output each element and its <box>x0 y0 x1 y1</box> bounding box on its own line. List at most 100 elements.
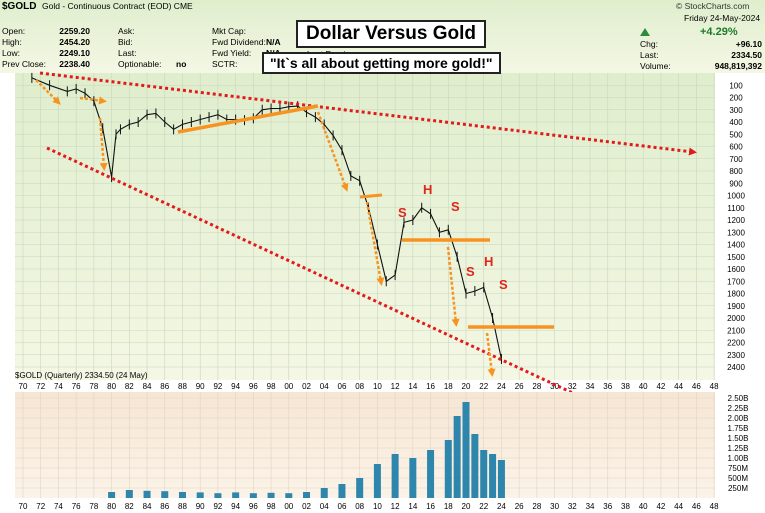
stat-label: Prev Close: <box>2 59 46 69</box>
price-y-tick: 400 <box>729 118 743 127</box>
stat-label: Chg: <box>640 39 658 49</box>
orange-arrow-5 <box>365 201 385 286</box>
volume-y-tick: 500M <box>728 474 748 483</box>
stat-value: 2238.40 <box>59 59 90 69</box>
price-x-tick: 14 <box>408 382 417 391</box>
volume-x-tick: 18 <box>444 502 453 511</box>
lower-trend-line <box>46 146 639 424</box>
volume-bar <box>471 434 479 498</box>
price-x-tick: 40 <box>639 382 648 391</box>
volume-x-tick: 04 <box>320 502 329 511</box>
watermark: © StockCharts.com <box>676 1 749 11</box>
symbol-title: $GOLD <box>2 1 36 12</box>
volume-y-tick: 1.50B <box>728 434 749 443</box>
price-x-tick: 76 <box>72 382 81 391</box>
price-y-tick: 2400 <box>727 363 745 372</box>
volume-x-tick: 82 <box>125 502 134 511</box>
volume-bar <box>267 492 275 498</box>
stat-value: 2334.50 <box>731 50 762 60</box>
volume-bar <box>196 492 204 498</box>
price-y-tick: 600 <box>729 143 743 152</box>
price-y-tick: 100 <box>729 81 743 90</box>
stat-label: Fwd Yield: <box>212 48 251 58</box>
price-x-tick: 18 <box>444 382 453 391</box>
volume-y-tick: 1.25B <box>728 444 749 453</box>
header-stats: Open: 2259.20 High: 2454.20 Low: 2249.10 Prev … <box>2 26 762 71</box>
volume-y-tick: 2.50B <box>728 394 749 403</box>
price-x-tick: 28 <box>532 382 541 391</box>
volume-bar <box>338 484 346 498</box>
price-series-bars <box>31 72 502 364</box>
hs-letter-s4: S <box>499 277 508 292</box>
volume-x-tick: 44 <box>674 502 683 511</box>
price-x-tick: 86 <box>160 382 169 391</box>
volume-y-tick: 2.25B <box>728 404 749 413</box>
volume-bars <box>108 402 505 498</box>
volume-x-tick: 42 <box>656 502 665 511</box>
upper-trend-line <box>39 71 697 156</box>
volume-bar <box>249 493 257 498</box>
stat-value: no <box>176 59 186 69</box>
price-x-tick: 04 <box>320 382 329 391</box>
quote-callout: "It`s all about getting more gold!" <box>262 52 501 74</box>
stat-value: 948,819,392 <box>715 61 763 71</box>
price-x-tick: 16 <box>426 382 435 391</box>
price-y-tick: 2100 <box>727 326 745 335</box>
price-x-tick: 70 <box>19 382 28 391</box>
volume-bar <box>143 490 151 498</box>
hs-letter-h2: H <box>484 254 493 269</box>
price-y-tick: 2000 <box>727 314 745 323</box>
volume-bar <box>285 493 293 498</box>
stat-label: High: <box>2 37 22 47</box>
volume-x-tick: 24 <box>497 502 506 511</box>
volume-x-tick: 30 <box>550 502 559 511</box>
volume-x-tick: 06 <box>338 502 347 511</box>
price-y-tick: 2300 <box>727 351 745 360</box>
volume-x-tick: 96 <box>249 502 258 511</box>
price-x-tick: 26 <box>515 382 524 391</box>
volume-x-axis: 70 72 74 76 78 80 82 84 86 88 90 92 94 96 98 00 02 04 06 08… <box>19 502 720 511</box>
volume-bar <box>444 440 452 498</box>
volume-bar <box>232 492 240 498</box>
price-x-tick: 08 <box>355 382 364 391</box>
volume-bar <box>125 490 133 498</box>
volume-y-tick: 1.75B <box>728 424 749 433</box>
volume-x-tick: 10 <box>373 502 382 511</box>
price-x-tick: 98 <box>267 382 276 391</box>
stat-label: Optionable: <box>118 59 161 69</box>
volume-x-tick: 16 <box>426 502 435 511</box>
orange-arrow-3 <box>98 117 108 171</box>
stat-label: Bid: <box>118 37 133 47</box>
price-y-axis: 100 200 300 400 500 600 700 800 900 1000 1100 1200 1… <box>727 81 745 372</box>
price-x-tick: 44 <box>674 382 683 391</box>
volume-x-tick: 20 <box>462 502 471 511</box>
stat-label: SCTR: <box>212 59 238 69</box>
symbol-description: Gold - Continuous Contract (EOD) CME <box>42 1 193 11</box>
volume-bar <box>108 492 116 498</box>
volume-bar <box>480 450 488 498</box>
price-x-axis: 70 72 74 76 78 80 82 84 86 88 90 92 94 96 98 00 02 04 06 08… <box>19 382 720 391</box>
volume-x-tick: 22 <box>479 502 488 511</box>
orange-arrow-4 <box>316 111 349 192</box>
volume-x-tick: 32 <box>568 502 577 511</box>
stat-label: Low: <box>2 48 20 58</box>
volume-grid <box>15 392 715 498</box>
stat-label: Open: <box>2 26 25 36</box>
volume-x-tick: 70 <box>19 502 28 511</box>
price-y-tick: 200 <box>729 94 743 103</box>
stat-value: N/A <box>266 37 281 47</box>
hs-letter-s1: S <box>398 205 407 220</box>
price-x-tick: 12 <box>391 382 400 391</box>
volume-x-tick: 02 <box>302 502 311 511</box>
price-x-tick: 24 <box>497 382 506 391</box>
price-x-tick: 20 <box>462 382 471 391</box>
volume-x-tick: 26 <box>515 502 524 511</box>
up-arrow-icon <box>640 28 650 36</box>
price-y-tick: 1500 <box>727 253 745 262</box>
volume-x-tick: 46 <box>692 502 701 511</box>
volume-bar <box>453 416 461 498</box>
price-x-tick: 46 <box>692 382 701 391</box>
price-x-tick: 36 <box>603 382 612 391</box>
volume-bar <box>303 492 311 498</box>
